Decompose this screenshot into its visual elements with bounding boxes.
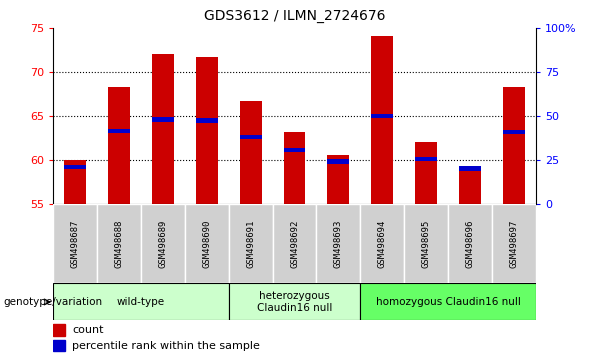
- Bar: [229, 283, 360, 320]
- Bar: [108, 129, 130, 133]
- Bar: [459, 166, 481, 204]
- Text: GSM498694: GSM498694: [378, 219, 387, 268]
- Bar: [240, 135, 262, 139]
- Bar: [360, 204, 404, 283]
- Text: heterozygous
Claudin16 null: heterozygous Claudin16 null: [257, 291, 332, 313]
- Text: GSM498691: GSM498691: [246, 219, 255, 268]
- Text: GSM498688: GSM498688: [114, 219, 123, 268]
- Bar: [283, 132, 306, 204]
- Text: count: count: [72, 325, 104, 335]
- Text: homozygous Claudin16 null: homozygous Claudin16 null: [376, 297, 521, 307]
- Bar: [152, 54, 174, 204]
- Text: GSM498689: GSM498689: [158, 219, 167, 268]
- Text: genotype/variation: genotype/variation: [3, 297, 102, 307]
- Text: GSM498697: GSM498697: [509, 219, 518, 268]
- Text: GSM498695: GSM498695: [422, 219, 431, 268]
- Bar: [415, 157, 437, 161]
- Bar: [360, 283, 536, 320]
- Text: GSM498693: GSM498693: [334, 219, 343, 268]
- Bar: [273, 204, 316, 283]
- Bar: [404, 204, 448, 283]
- Text: percentile rank within the sample: percentile rank within the sample: [72, 341, 260, 351]
- Text: wild-type: wild-type: [117, 297, 165, 307]
- Bar: [108, 87, 130, 204]
- Bar: [53, 340, 65, 352]
- Bar: [141, 204, 185, 283]
- Bar: [152, 117, 174, 122]
- Bar: [327, 159, 349, 164]
- Text: GSM498690: GSM498690: [202, 219, 211, 268]
- Bar: [53, 324, 65, 336]
- Bar: [448, 204, 492, 283]
- Bar: [185, 204, 229, 283]
- Bar: [229, 204, 273, 283]
- Bar: [240, 101, 262, 204]
- Bar: [503, 87, 525, 204]
- Bar: [371, 114, 393, 118]
- Bar: [371, 36, 393, 204]
- Text: GSM498692: GSM498692: [290, 219, 299, 268]
- Bar: [53, 283, 229, 320]
- Bar: [283, 148, 306, 152]
- Text: GSM498696: GSM498696: [466, 219, 475, 268]
- Bar: [415, 142, 437, 204]
- Bar: [492, 204, 536, 283]
- Bar: [196, 118, 218, 122]
- Text: GSM498687: GSM498687: [71, 219, 80, 268]
- Bar: [316, 204, 360, 283]
- Bar: [97, 204, 141, 283]
- Bar: [327, 155, 349, 204]
- Bar: [64, 165, 86, 169]
- Text: GDS3612 / ILMN_2724676: GDS3612 / ILMN_2724676: [204, 9, 385, 23]
- Bar: [503, 130, 525, 134]
- Bar: [459, 166, 481, 171]
- Bar: [196, 57, 218, 204]
- Bar: [53, 204, 97, 283]
- Bar: [64, 160, 86, 204]
